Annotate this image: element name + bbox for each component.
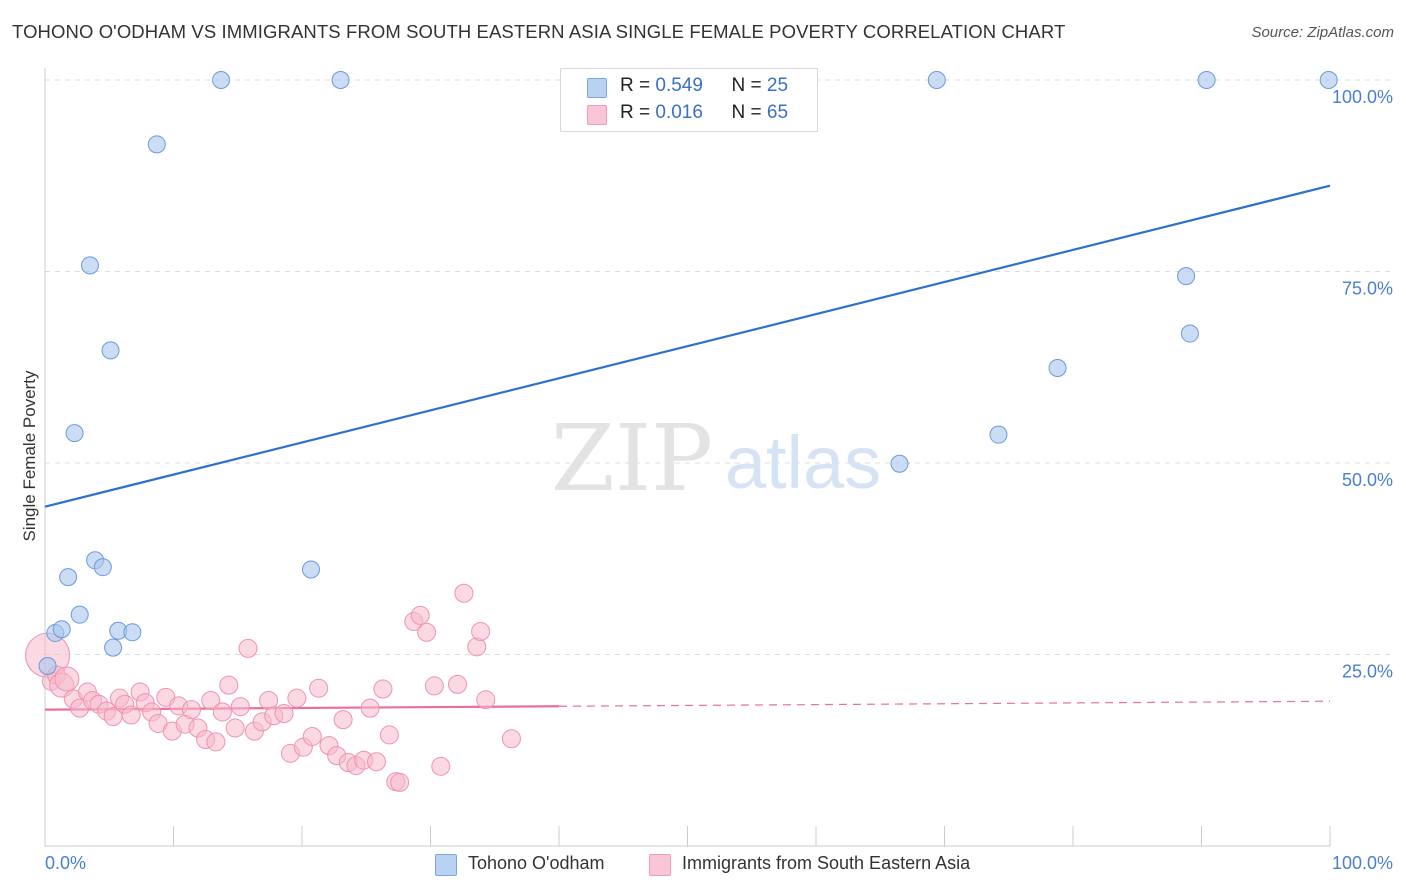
data-point-tohono [52,620,71,639]
data-point-immigrants [417,622,437,642]
data-point-immigrants [410,605,430,625]
bottom-legend-label: Tohono O'odham [468,853,605,873]
legend-r-label: R = [620,102,651,123]
data-point-immigrants [206,732,226,752]
bottom-legend-swatch-pink [649,854,671,876]
legend-n-value: 25 [766,75,789,96]
data-point-tohono [1319,71,1338,89]
data-point-tohono [147,135,166,154]
correlation-legend: R = 0.549 N = 25 R = 0.016 N = 65 [560,68,818,132]
data-point-immigrants [447,674,467,694]
data-point-immigrants [121,705,141,725]
data-point-tohono [989,425,1008,444]
legend-n-label: N = [731,75,762,96]
x-tick-label-max: 100.0% [1332,853,1393,873]
data-point-tohono [1197,71,1216,89]
data-point-tohono [1177,267,1196,286]
series-tohono-points [38,71,1338,675]
watermark-zip: ZIP [551,405,713,512]
bottom-legend-label: Immigrants from South Eastern Asia [682,853,971,873]
legend-swatch-blue [587,78,607,98]
data-point-tohono [212,71,231,89]
data-point-tohono [301,560,320,579]
data-point-tohono [123,623,142,642]
chart-title: TOHONO O'ODHAM VS IMMIGRANTS FROM SOUTH … [12,21,1066,42]
data-point-immigrants [201,690,221,710]
y-tick-label: 25.0% [1342,662,1393,682]
data-point-immigrants [238,638,258,658]
data-point-tohono [1048,359,1067,378]
data-point-immigrants [471,622,491,642]
data-point-immigrants [302,726,322,746]
data-point-immigrants [501,729,521,749]
data-point-tohono [927,71,946,89]
watermark-atlas: atlas [725,421,881,504]
data-point-immigrants [181,700,201,720]
x-tick-label-min: 0.0% [45,853,86,873]
data-point-immigrants [212,702,232,722]
data-point-tohono [331,71,350,89]
data-point-immigrants [333,710,353,730]
data-point-immigrants [373,679,393,699]
y-tick-label: 50.0% [1342,470,1393,490]
data-point-tohono [38,656,57,675]
data-point-immigrants [219,675,239,695]
series-immigrants-points [25,583,521,792]
data-point-immigrants [367,752,387,772]
data-point-tohono [59,568,78,587]
data-point-tohono [70,605,89,624]
legend-r-value: 0.016 [655,102,703,123]
data-point-immigrants [424,676,444,696]
data-point-tohono [890,454,909,473]
data-point-tohono [1180,324,1199,343]
data-point-immigrants [476,690,496,710]
trend-line-tohono [44,184,1331,508]
data-point-immigrants [360,698,380,718]
data-point-immigrants [54,666,80,692]
legend-swatch-pink [587,105,607,125]
watermark: ZIP atlas [551,405,881,512]
data-point-immigrants [454,583,474,603]
data-point-tohono [93,558,112,577]
bottom-legend-swatch-blue [435,854,457,876]
data-point-immigrants [230,697,250,717]
data-point-immigrants [379,725,399,745]
y-tick-label: 100.0% [1332,87,1393,107]
data-point-tohono [104,638,123,657]
data-point-tohono [65,424,84,443]
grid-lines [45,79,1395,655]
trend-line-immigrants-dashed [558,700,1331,707]
legend-r-value: 0.549 [655,75,703,96]
tick-labels: 25.0% 50.0% 75.0% 100.0% 0.0% 100.0% [45,87,1393,873]
legend-n-value: 65 [766,102,789,123]
legend-n-label: N = [731,102,762,123]
legend-r-label: R = [620,75,651,96]
data-point-immigrants [274,703,294,723]
data-point-immigrants [287,688,307,708]
data-point-tohono [80,256,99,275]
data-point-immigrants [309,678,329,698]
y-tick-label: 75.0% [1342,279,1393,299]
axes [44,68,1331,847]
data-point-immigrants [390,772,410,792]
data-point-immigrants [225,718,245,738]
data-point-tohono [101,341,120,360]
source-label: Source: ZipAtlas.com [1251,24,1394,41]
data-point-immigrants [431,756,451,776]
